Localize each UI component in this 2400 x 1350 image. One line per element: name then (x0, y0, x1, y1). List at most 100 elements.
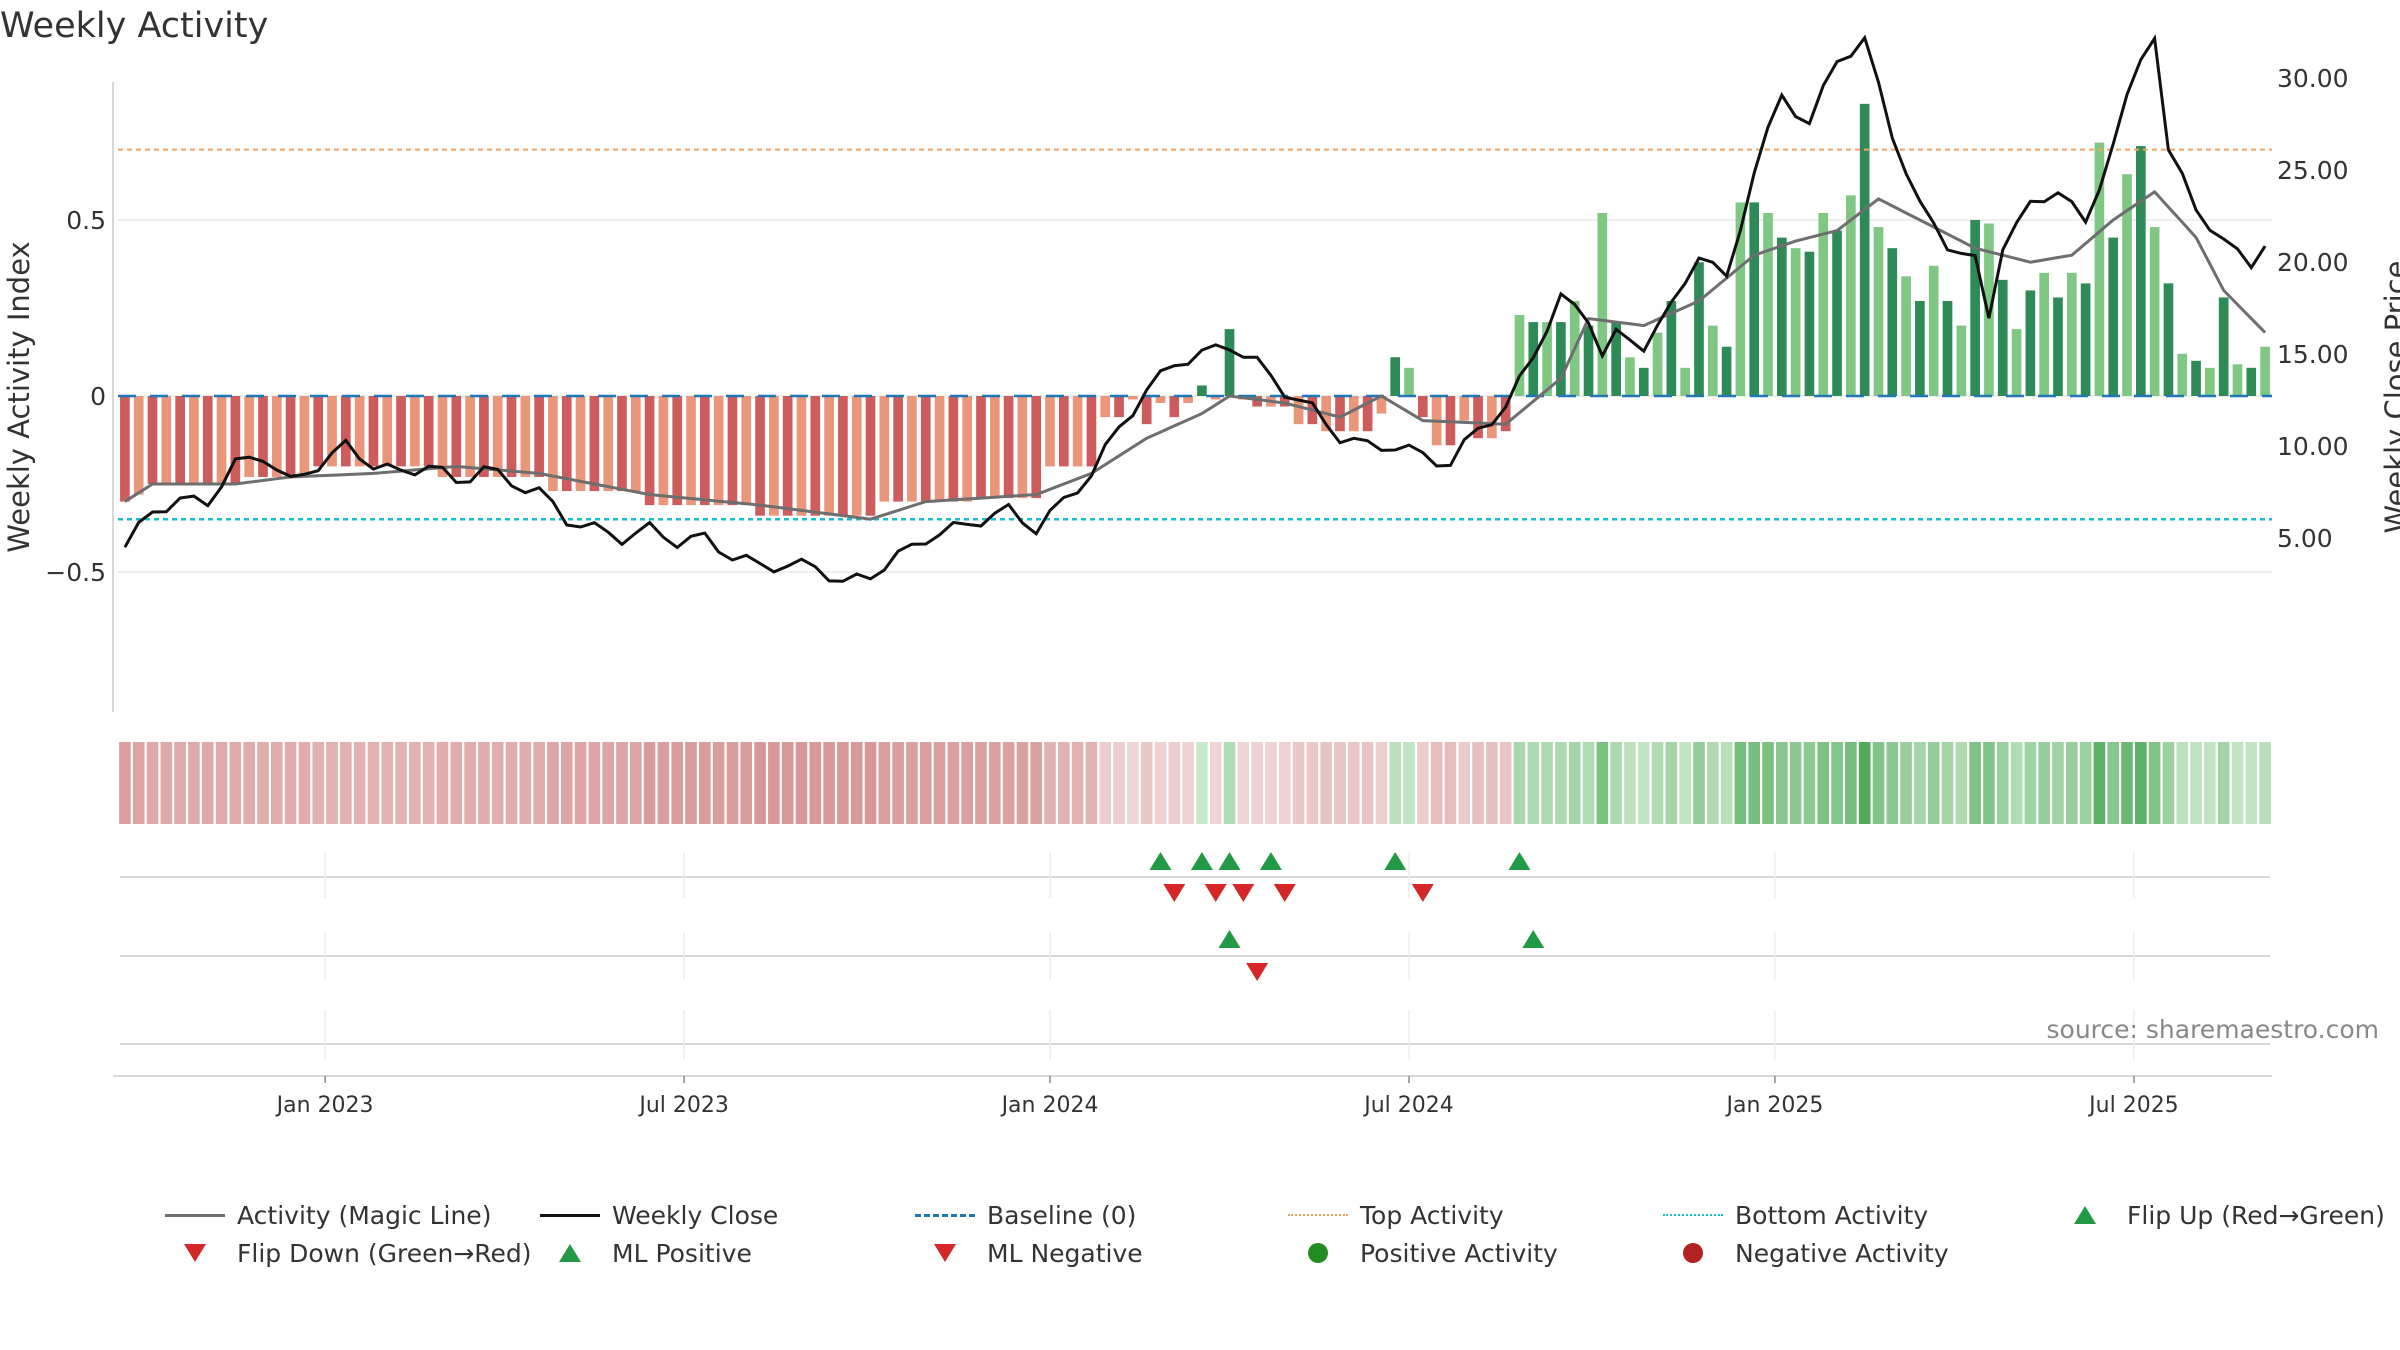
left-tick-label: 0 (90, 382, 106, 411)
activity-bar (1390, 357, 1401, 396)
activity-bar (2080, 283, 2091, 396)
activity-bar (506, 396, 517, 477)
legend: Activity (Magic Line) Weekly Close Baselin… (0, 1200, 2400, 1300)
left-tick-label: 0.5 (66, 206, 106, 235)
heat-cell (478, 742, 490, 824)
activity-bar (1846, 195, 1856, 396)
activity-bar (1045, 396, 1055, 467)
legend-symbol-icon (1663, 1238, 1723, 1268)
heat-cell (188, 742, 200, 824)
activity-bar (285, 396, 296, 477)
heat-cell (1278, 742, 1291, 824)
heat-cell (2093, 742, 2106, 824)
heat-cell (1665, 742, 1678, 824)
activity-bar (2039, 272, 2050, 396)
heat-cell (1720, 742, 1733, 824)
heat-cell (1555, 742, 1567, 824)
activity-bar (2246, 367, 2257, 396)
legend-symbol-icon (2055, 1200, 2115, 1230)
flip-up-marker (1508, 852, 1531, 870)
activity-bar (934, 396, 945, 502)
activity-bar (1970, 220, 1980, 396)
activity-bar (1956, 325, 1967, 396)
heat-cell (1320, 742, 1332, 824)
heat-cell (1444, 742, 1457, 824)
activity-bar (1666, 300, 1677, 396)
heat-cell (2010, 742, 2023, 824)
heat-cell (1209, 742, 1222, 824)
heat-cell (906, 742, 918, 824)
legend-label: Flip Up (Red→Green) (2127, 1200, 2385, 1230)
activity-bar (161, 396, 172, 484)
activity-bar (2260, 346, 2270, 396)
heat-cell (1417, 742, 1429, 824)
heat-cell (174, 742, 186, 824)
activity-bar (423, 396, 434, 467)
heat-cell (1596, 742, 1609, 824)
activity-bar (1790, 248, 1801, 396)
activity-bar (202, 396, 213, 484)
flip-down-marker (1232, 884, 1255, 902)
heat-cell (837, 742, 849, 824)
activity-bar (368, 396, 379, 467)
heat-cell (1154, 742, 1167, 824)
heat-cell (1817, 742, 1830, 824)
legend-item: ML Positive (540, 1238, 752, 1268)
legend-symbol-icon (1288, 1238, 1348, 1268)
activity-bar (1100, 396, 1111, 418)
heat-cell (1306, 742, 1319, 824)
heat-cell (2052, 742, 2064, 824)
flip-markers (120, 852, 2270, 1060)
heat-cell (1265, 742, 1277, 824)
heat-cell (2024, 742, 2037, 824)
heat-cell (229, 742, 242, 824)
activity-bar (1873, 227, 1884, 396)
activity-bar (327, 396, 337, 467)
heat-cell (878, 742, 891, 824)
activity-bar (534, 396, 544, 477)
activity-bar (1031, 396, 1042, 499)
legend-item: Flip Up (Red→Green) (2055, 1200, 2385, 1230)
heat-cell (505, 742, 518, 824)
legend-item: Negative Activity (1663, 1238, 1949, 1268)
activity-bar (838, 396, 848, 516)
heat-cell (809, 742, 822, 824)
activity-bar (1072, 396, 1083, 467)
right-tick-label: 5.00 (2277, 524, 2333, 553)
flip-up-marker (1259, 852, 1282, 870)
activity-bar (713, 396, 724, 506)
legend-symbol-icon (165, 1200, 225, 1230)
heat-cell (284, 742, 297, 824)
heat-cell (1941, 742, 1954, 824)
source-credit: source: sharemaestro.com (2046, 1015, 2380, 1044)
activity-bars (120, 103, 2270, 516)
heat-cell (1196, 742, 1208, 824)
activity-bar (1804, 251, 1815, 396)
activity-bar (948, 396, 959, 502)
heat-cell (119, 742, 131, 824)
heat-cell (671, 742, 684, 824)
heat-cell (1845, 742, 1857, 824)
heat-cell (326, 742, 338, 824)
axes: 0.5 0 −0.5 30.00 25.00 20.00 15.00 10.00 5.00 (45, 64, 2349, 712)
flip-down-marker (1204, 884, 1227, 902)
activity-bar (824, 396, 834, 516)
x-axis-ticks: Jan 2023 Jul 2023 Jan 2024 Jul 2024 Jan 2025… (113, 1075, 2272, 1118)
activity-bar (479, 396, 489, 477)
heat-cell (1044, 742, 1056, 824)
heat-cell (2259, 742, 2271, 824)
heat-cell (1955, 742, 1968, 824)
heat-cell (146, 742, 159, 824)
heat-cell (1706, 742, 1719, 824)
heat-cell (2245, 742, 2258, 824)
activity-bar (989, 396, 1000, 499)
activity-bar (1362, 396, 1373, 432)
activity-heat-strip (119, 742, 2271, 824)
activity-bar (1487, 396, 1497, 439)
legend-label: Activity (Magic Line) (237, 1200, 492, 1230)
heat-cell (1527, 742, 1540, 824)
activity-bar (1376, 396, 1387, 414)
activity-bar (1583, 325, 1594, 396)
heat-cell (1071, 742, 1084, 824)
heat-cell (2079, 742, 2092, 824)
